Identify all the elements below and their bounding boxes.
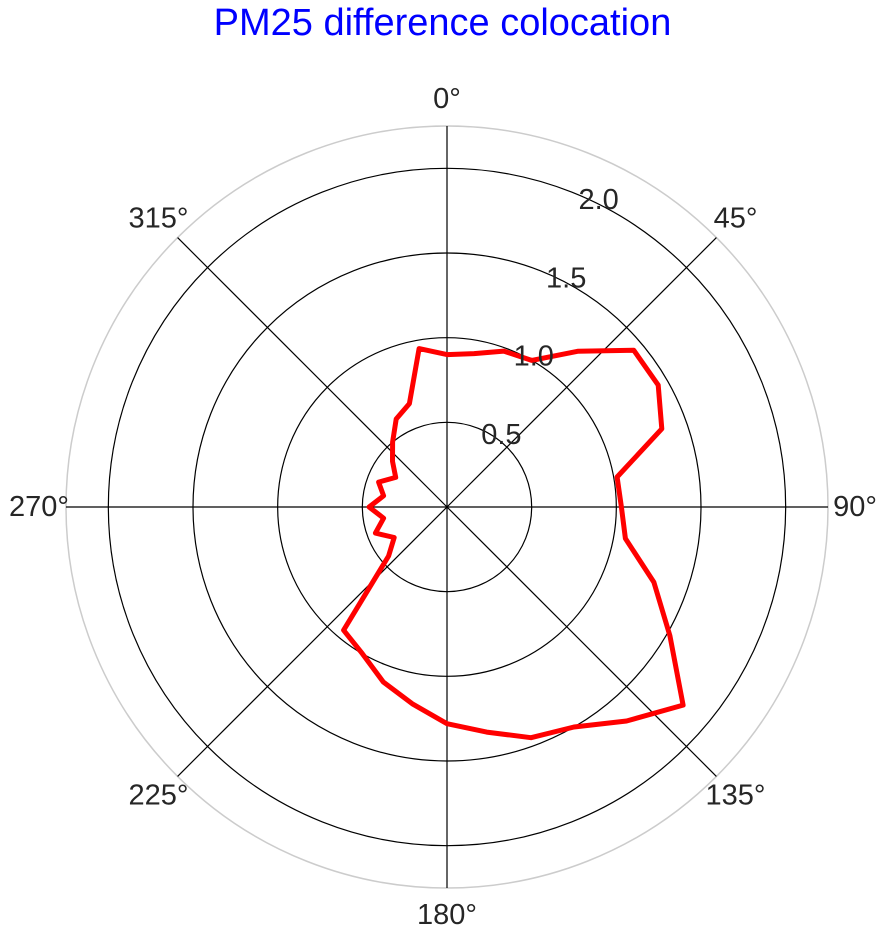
theta-gridline-5 — [177, 506, 448, 777]
series-line-0 — [341, 346, 686, 741]
theta-tick-label-4: 180° — [417, 899, 477, 931]
theta-tick-label-7: 315° — [129, 203, 189, 235]
theta-tick-label-5: 225° — [129, 779, 189, 811]
theta-tick-label-6: 270° — [9, 491, 69, 523]
theta-gridline-7 — [177, 237, 448, 508]
r-tick-label-2: 1.5 — [546, 262, 586, 294]
series-layer — [341, 346, 686, 741]
theta-tick-label-3: 135° — [706, 779, 766, 811]
theta-tick-label-2: 90° — [833, 491, 877, 523]
r-tick-label-0: 0.5 — [481, 419, 521, 451]
theta-tick-label-1: 45° — [714, 203, 758, 235]
chart-title: PM25 difference colocation — [213, 2, 672, 44]
r-tick-label-1: 1.0 — [514, 341, 554, 373]
theta-gridline-3 — [446, 506, 717, 777]
label-layer: 0° 45° 90° 135° 180° 225° 270° 315° 0.5 1.0 1.5 2.0 — [9, 83, 877, 931]
r-tick-label-3: 2.0 — [578, 184, 618, 216]
theta-gridline-1 — [446, 237, 717, 508]
theta-tick-label-0: 0° — [433, 83, 461, 115]
grid-layer — [65, 125, 829, 889]
